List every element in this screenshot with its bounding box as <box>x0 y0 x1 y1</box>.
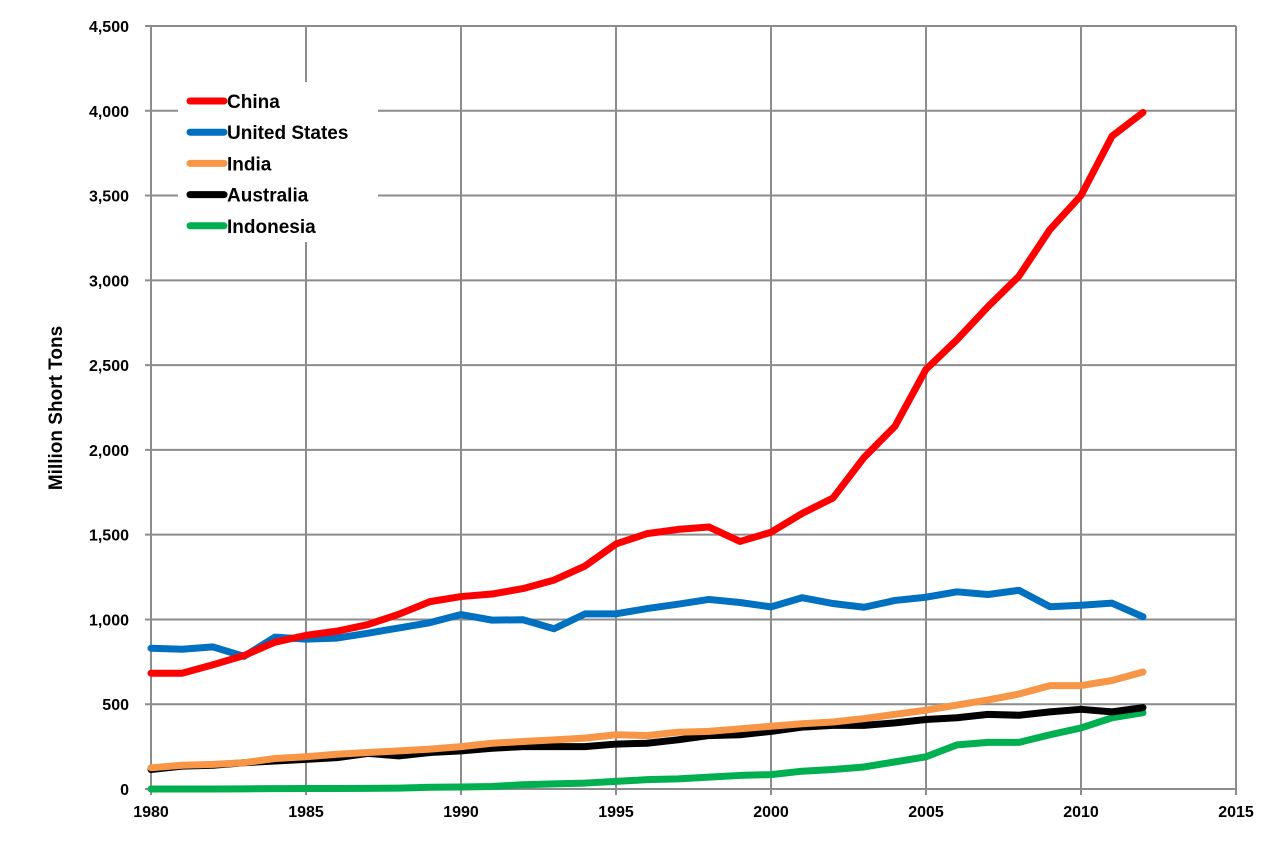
series-line-indonesia <box>147 709 1147 793</box>
y-tick-label: 2,000 <box>89 443 129 460</box>
x-tick-label: 2010 <box>1063 804 1099 821</box>
legend-label: Australia <box>227 186 309 207</box>
legend-label: Indonesia <box>227 217 316 238</box>
y-tick-label: 0 <box>120 782 129 799</box>
series-lines <box>147 108 1147 793</box>
y-tick-label: 4,000 <box>89 104 129 121</box>
y-tick-label: 500 <box>102 697 129 714</box>
y-axis-ticks: 0 500 1,000 1,500 2,000 2,500 3,000 3,500 4,000 4… <box>89 19 129 799</box>
x-tick-label: 2015 <box>1218 804 1254 821</box>
x-tick-label: 1980 <box>133 804 169 821</box>
y-tick-label: 4,500 <box>89 19 129 36</box>
x-axis-ticks: 1980 1985 1990 1995 2000 2005 2010 2015 <box>133 804 1254 821</box>
x-tick-label: 1985 <box>288 804 324 821</box>
legend-label: China <box>227 92 280 113</box>
y-tick-label: 1,000 <box>89 612 129 629</box>
legend-label: United States <box>227 123 348 144</box>
y-tick-label: 1,500 <box>89 528 129 545</box>
x-tick-label: 2000 <box>753 804 789 821</box>
y-axis-label: Million Short Tons <box>46 326 67 490</box>
series-line-united-states <box>147 586 1147 660</box>
y-tick-label: 3,500 <box>89 189 129 206</box>
series-line-india <box>147 668 1147 772</box>
series-line-china <box>147 108 1147 677</box>
legend-label: India <box>227 154 272 175</box>
x-tick-label: 1995 <box>598 804 634 821</box>
y-tick-label: 2,500 <box>89 358 129 375</box>
y-tick-label: 3,000 <box>89 273 129 290</box>
x-tick-label: 1990 <box>443 804 479 821</box>
legend: China United States India Australia Indonesi… <box>186 92 348 238</box>
x-tick-label: 2005 <box>908 804 944 821</box>
